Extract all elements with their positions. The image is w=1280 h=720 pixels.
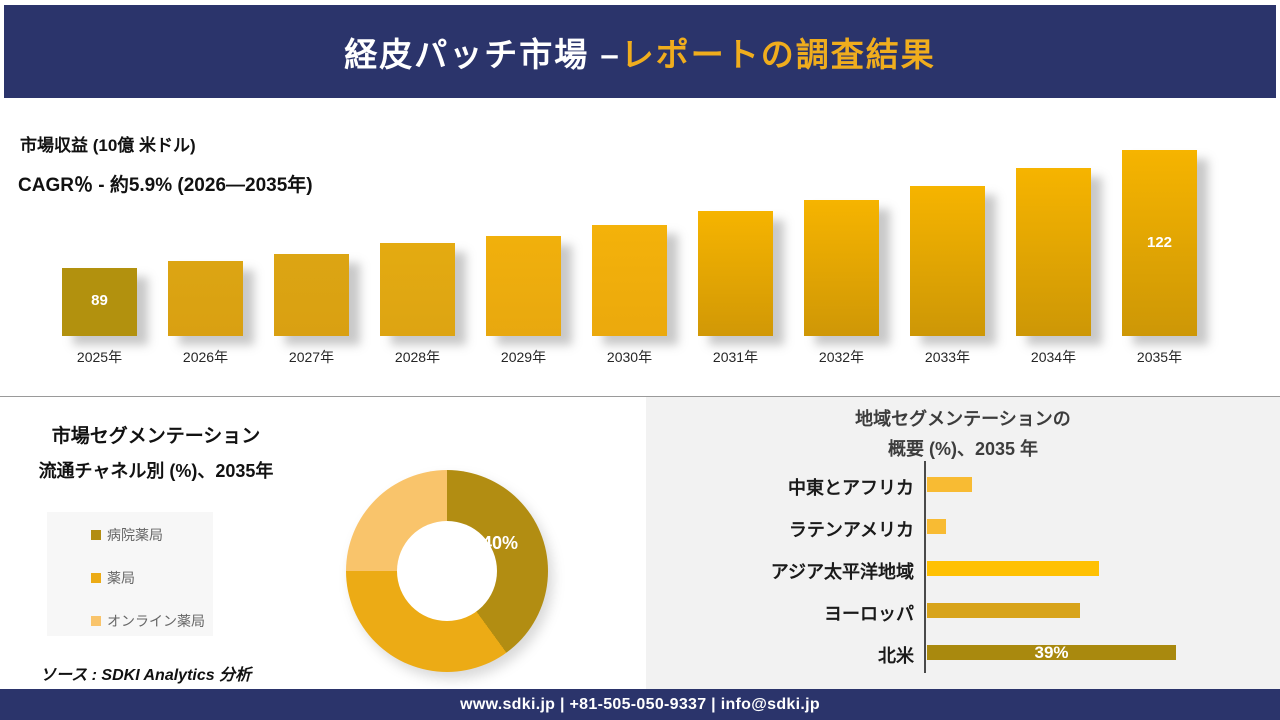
legend-item-label: オンライン薬局 <box>107 613 205 629</box>
revenue-bar-column: 89 2025年 <box>62 268 137 365</box>
bar-year-label: 2030年 <box>606 349 653 365</box>
revenue-bar-column: 2027年 <box>274 254 349 365</box>
segmentation-subtitle: 流通チャネル別 (%)、2035年 <box>38 461 274 481</box>
revenue-bar-column: 2029年 <box>486 236 561 365</box>
bar-year-label: 2026年 <box>182 349 229 365</box>
region-bar <box>927 603 1080 618</box>
revenue-bar <box>168 261 243 336</box>
bar-year-label: 2032年 <box>818 349 865 365</box>
region-label: アジア太平洋地域 <box>770 562 914 582</box>
cagr-label: CAGR％ - 約5.9% (2026―2035年) <box>18 175 313 196</box>
bar-year-label: 2027年 <box>288 349 335 365</box>
legend-item-label: 薬局 <box>107 570 135 586</box>
bar-year-label: 2034年 <box>1030 349 1077 365</box>
revenue-bar <box>380 243 455 336</box>
donut-hole <box>397 521 497 621</box>
revenue-bar <box>804 200 879 336</box>
revenue-bar-column: 2033年 <box>910 186 985 365</box>
revenue-metric-label: 市場収益 (10億 米ドル) <box>20 136 196 155</box>
source-note: ソース : SDKI Analytics 分析 <box>40 667 252 684</box>
regional-panel: 地域セグメンテーションの 概要 (%)、2035 年 中東とアフリカ ラテンアメリ… <box>646 397 1280 689</box>
revenue-bar: 122 <box>1122 150 1197 336</box>
revenue-bar-column: 2028年 <box>380 243 455 365</box>
region-bar: 39% <box>927 643 1176 662</box>
revenue-bar-column: 2030年 <box>592 225 667 365</box>
section-divider <box>0 396 1280 397</box>
legend-color-swatch <box>91 573 101 583</box>
revenue-bar <box>910 186 985 336</box>
revenue-bar-column: 122 2035年 <box>1122 150 1197 365</box>
legend-color-swatch <box>91 530 101 540</box>
revenue-bar <box>698 211 773 336</box>
bar-year-label: 2035年 <box>1136 349 1183 365</box>
segmentation-title: 市場セグメンテーション <box>51 426 261 447</box>
page-title: 経皮パッチ市場 –レポートの調査結果 <box>344 28 936 76</box>
bar-year-label: 2028年 <box>394 349 441 365</box>
revenue-bar-chart: 89 2025年 2026年 2027年 2028年 2029年 2030年 2031年 203… <box>62 140 1198 365</box>
regional-title: 地域セグメンテーションの 概要 (%)、2035 年 <box>646 404 1280 464</box>
bar-year-label: 2029年 <box>500 349 547 365</box>
region-bar <box>927 519 946 534</box>
revenue-bar-column: 2026年 <box>168 261 243 365</box>
region-bar <box>927 561 1099 576</box>
bar-year-label: 2031年 <box>712 349 759 365</box>
bar-value-label: 122 <box>1146 234 1173 251</box>
bar-value-label: 89 <box>91 292 108 309</box>
region-bar <box>927 477 972 492</box>
bar-year-label: 2033年 <box>924 349 971 365</box>
legend-item-label: 病院薬局 <box>107 527 163 543</box>
regional-axis-line <box>924 461 926 673</box>
region-label: ヨーロッパ <box>824 604 914 624</box>
legend-item: 薬局 <box>91 570 213 586</box>
donut-legend: 病院薬局薬局オンライン薬局 <box>47 512 213 636</box>
revenue-bar <box>486 236 561 336</box>
legend-item: オンライン薬局 <box>91 613 213 629</box>
legend-item: 病院薬局 <box>91 527 213 543</box>
regional-title-line1: 地域セグメンテーションの <box>855 409 1071 429</box>
revenue-bar: 89 <box>62 268 137 336</box>
revenue-bar <box>274 254 349 336</box>
regional-title-line2: 概要 (%)、2035 年 <box>887 439 1039 459</box>
page-title-main: 経皮パッチ市場 – <box>344 35 621 73</box>
footer-band: www.sdki.jp | +81-505-050-9337 | info@sd… <box>0 689 1280 720</box>
revenue-bar <box>1016 168 1091 336</box>
revenue-bar <box>592 225 667 336</box>
legend-color-swatch <box>91 616 101 626</box>
region-label: 北米 <box>878 646 914 666</box>
donut-value-label: 40% <box>482 533 519 553</box>
revenue-bar-column: 2032年 <box>804 200 879 365</box>
header-band: 経皮パッチ市場 –レポートの調査結果 <box>4 5 1276 98</box>
footer-contact-text: www.sdki.jp | +81-505-050-9337 | info@sd… <box>460 695 820 713</box>
bar-year-label: 2025年 <box>76 349 123 365</box>
donut-chart: 40% <box>346 470 548 672</box>
region-label: 中東とアフリカ <box>788 478 914 498</box>
revenue-bar-column: 2031年 <box>698 211 773 365</box>
region-label: ラテンアメリカ <box>788 520 914 540</box>
revenue-bar-column: 2034年 <box>1016 168 1091 365</box>
page-title-accent: レポートの調査結果 <box>620 35 936 73</box>
